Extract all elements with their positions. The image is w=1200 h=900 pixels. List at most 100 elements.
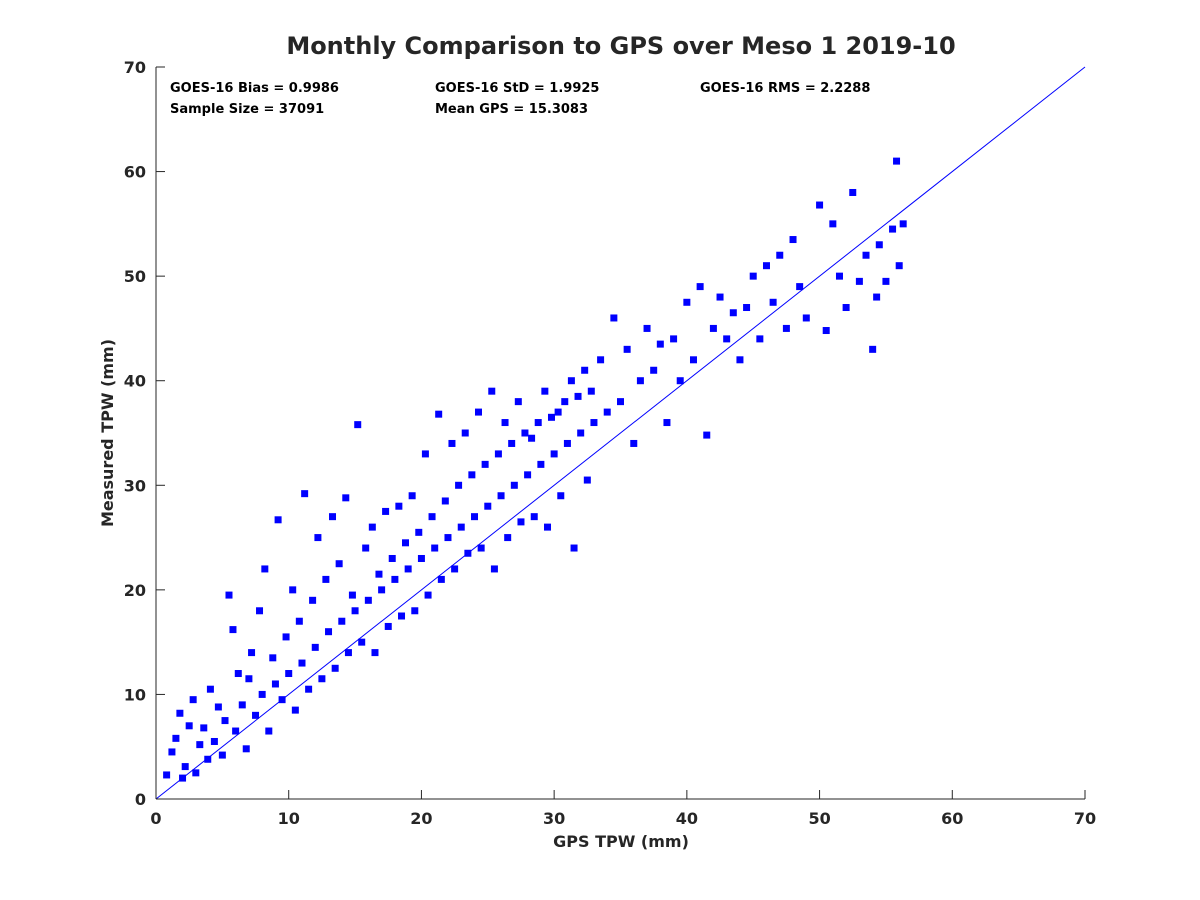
data-point-0-56 xyxy=(354,421,362,429)
data-point-0-15 xyxy=(218,751,226,759)
data-point-0-7 xyxy=(189,696,197,704)
x-tick-label-30: 30 xyxy=(543,809,565,828)
data-point-0-99 xyxy=(497,492,505,500)
data-point-0-52 xyxy=(342,494,350,502)
stat-sample-size: Sample Size = 37091 xyxy=(170,102,324,117)
data-point-0-164 xyxy=(842,304,850,312)
data-point-0-8 xyxy=(192,769,200,777)
data-point-0-46 xyxy=(322,575,330,583)
data-point-0-104 xyxy=(514,398,522,406)
data-point-0-41 xyxy=(305,685,313,693)
data-point-0-22 xyxy=(242,745,250,753)
data-point-0-62 xyxy=(375,570,383,578)
data-point-0-156 xyxy=(782,324,790,332)
data-point-0-124 xyxy=(581,366,589,374)
data-point-0-83 xyxy=(444,534,452,542)
data-point-0-173 xyxy=(893,157,901,165)
data-point-0-29 xyxy=(265,727,273,735)
data-point-0-137 xyxy=(656,340,664,348)
x-tick-label-0: 0 xyxy=(150,809,161,828)
data-point-0-105 xyxy=(517,518,525,526)
data-point-0-84 xyxy=(448,439,456,447)
data-point-0-151 xyxy=(749,272,757,280)
data-point-0-174 xyxy=(895,262,903,270)
data-point-0-147 xyxy=(723,335,731,343)
data-point-0-150 xyxy=(743,304,751,312)
stat-std: GOES-16 StD = 1.9925 xyxy=(435,81,599,96)
data-point-0-175 xyxy=(899,220,907,228)
y-axis-ticks: 0 10 20 30 40 50 60 70 xyxy=(124,58,165,809)
data-point-0-109 xyxy=(530,513,538,521)
data-point-0-30 xyxy=(269,654,277,662)
data-point-0-65 xyxy=(384,622,392,630)
x-axis-ticks: 0 10 20 30 40 50 60 70 xyxy=(150,790,1096,828)
data-point-0-39 xyxy=(298,659,306,667)
y-tick-label-30: 30 xyxy=(124,476,146,495)
data-point-0-107 xyxy=(524,471,532,479)
data-point-0-94 xyxy=(481,460,489,468)
y-axis-label: Measured TPW (mm) xyxy=(98,339,117,527)
data-point-0-74 xyxy=(415,528,423,536)
data-point-0-139 xyxy=(670,335,678,343)
data-point-0-110 xyxy=(534,419,542,427)
data-point-0-167 xyxy=(862,251,870,259)
data-point-0-113 xyxy=(544,523,552,531)
data-point-0-1 xyxy=(168,748,176,756)
data-point-0-69 xyxy=(398,612,406,620)
data-point-0-115 xyxy=(550,450,558,458)
data-point-0-93 xyxy=(477,544,485,552)
data-point-0-119 xyxy=(563,439,571,447)
data-point-0-90 xyxy=(468,471,476,479)
data-point-0-77 xyxy=(424,591,432,599)
data-point-0-0 xyxy=(163,771,171,779)
data-point-0-82 xyxy=(441,497,449,505)
data-point-0-68 xyxy=(395,502,403,510)
data-point-0-64 xyxy=(382,507,390,515)
data-point-0-171 xyxy=(882,277,890,285)
data-point-0-28 xyxy=(261,565,269,573)
data-point-0-78 xyxy=(428,513,436,521)
data-point-0-141 xyxy=(683,298,691,306)
data-point-0-163 xyxy=(835,272,843,280)
data-point-0-116 xyxy=(554,408,562,416)
data-point-0-40 xyxy=(301,490,309,498)
data-point-0-128 xyxy=(597,356,605,364)
data-point-0-149 xyxy=(736,356,744,364)
data-point-0-71 xyxy=(404,565,412,573)
data-point-0-123 xyxy=(577,429,585,437)
data-point-0-87 xyxy=(457,523,465,531)
data-point-0-14 xyxy=(214,703,222,711)
data-point-0-80 xyxy=(435,410,443,418)
data-point-0-142 xyxy=(689,356,697,364)
y-tick-label-20: 20 xyxy=(124,581,146,600)
data-point-0-73 xyxy=(411,607,419,615)
data-point-0-48 xyxy=(329,513,337,521)
data-point-0-144 xyxy=(703,431,711,439)
data-point-0-140 xyxy=(676,377,684,385)
data-point-0-23 xyxy=(245,675,253,683)
stat-bias: GOES-16 Bias = 0.9986 xyxy=(170,81,339,96)
data-point-0-138 xyxy=(663,419,671,427)
data-point-0-37 xyxy=(291,706,299,714)
data-point-0-51 xyxy=(338,617,346,625)
data-point-0-54 xyxy=(348,591,356,599)
data-point-0-125 xyxy=(583,476,591,484)
data-point-0-158 xyxy=(796,283,804,291)
x-tick-label-70: 70 xyxy=(1074,809,1096,828)
data-point-0-129 xyxy=(603,408,611,416)
data-point-0-49 xyxy=(331,664,339,672)
data-point-0-114 xyxy=(547,413,555,421)
x-tick-label-20: 20 xyxy=(410,809,432,828)
data-point-0-108 xyxy=(528,434,536,442)
data-point-0-59 xyxy=(364,596,372,604)
data-point-0-53 xyxy=(344,649,352,657)
data-point-0-131 xyxy=(617,398,624,406)
data-point-0-148 xyxy=(729,309,737,317)
reference-line-1to1 xyxy=(155,66,1086,800)
data-point-0-161 xyxy=(822,327,830,335)
data-point-0-118 xyxy=(561,398,569,406)
y-tick-label-0: 0 xyxy=(135,790,146,809)
x-tick-label-40: 40 xyxy=(676,809,698,828)
data-point-0-45 xyxy=(318,675,326,683)
